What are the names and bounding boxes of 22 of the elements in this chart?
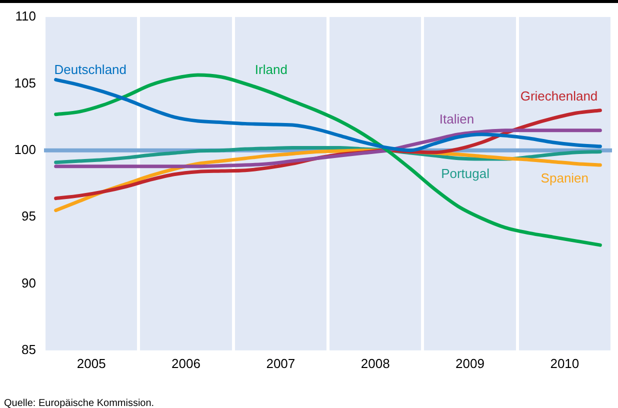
line-series xyxy=(54,78,602,152)
x-tick-label: 2006 xyxy=(172,356,200,371)
x-tick-label: 2005 xyxy=(76,356,106,371)
y-tick-label: 85 xyxy=(22,342,36,357)
series-label: Spanien xyxy=(540,170,589,186)
y-tick-label: 105 xyxy=(14,75,36,90)
line-series xyxy=(54,73,602,247)
source-note: Quelle: Europäische Kommission. xyxy=(4,398,154,408)
y-tick-label: 100 xyxy=(14,142,36,157)
series-label: Italien xyxy=(439,111,474,126)
line-series xyxy=(54,128,602,168)
series-label: Griechenland xyxy=(520,88,598,104)
x-tick-label: 2009 xyxy=(456,356,484,371)
x-tick-label: 2008 xyxy=(360,356,390,371)
y-tick-label: 95 xyxy=(22,208,36,224)
series-label: Irland xyxy=(254,62,288,77)
x-tick-label: 2007 xyxy=(266,356,296,371)
y-tick-label: 110 xyxy=(15,8,36,24)
series-label: Deutschland xyxy=(54,62,127,77)
series-label: Portugal xyxy=(441,166,490,181)
x-tick-label: 2010 xyxy=(550,356,580,371)
y-tick-label: 90 xyxy=(22,275,36,290)
